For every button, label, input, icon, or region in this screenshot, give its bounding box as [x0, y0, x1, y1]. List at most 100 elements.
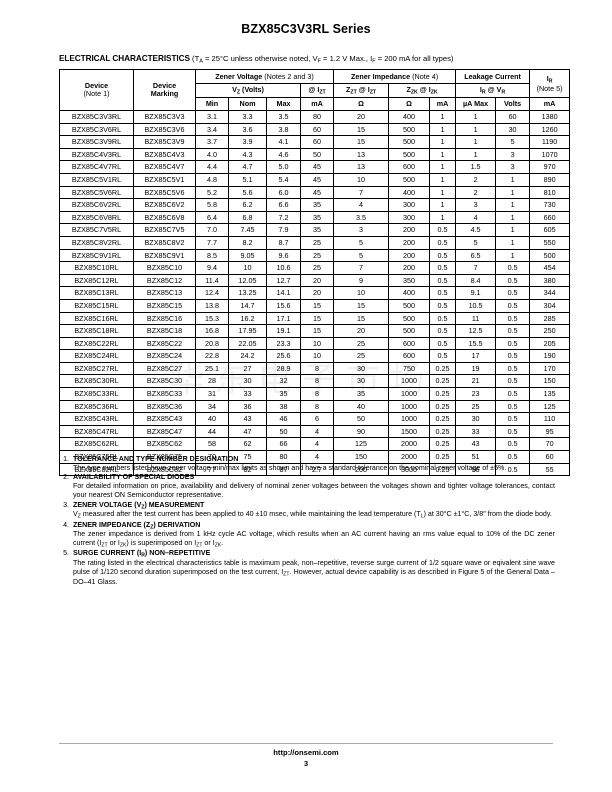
cell-device: BZX85C36RL	[59, 399, 134, 414]
cell-izk: 0.5	[429, 286, 457, 300]
cell-surge: 60	[529, 450, 571, 464]
table-row: BZX85C6V2RL BZX85C6V2 5.8 6.2 6.6 35 4 300 1 3 1 73…	[59, 198, 571, 212]
cell-ir: 4.5	[455, 223, 497, 237]
cell-vz-min: 5.2	[195, 185, 229, 200]
cell-vr: 1	[495, 248, 531, 263]
cell-izk: 0.25	[429, 387, 457, 401]
cell-vr: 0.5	[495, 311, 531, 326]
cell-vz-min: 25.1	[195, 361, 229, 376]
cell-vz-nom: 33	[228, 387, 267, 401]
cell-izk: 0.5	[429, 349, 457, 363]
cell-zzk: 3000	[388, 462, 431, 477]
cell-vr: 1	[495, 210, 531, 225]
cell-vr: 1	[495, 172, 531, 187]
table-row: BZX85C10RL BZX85C10 9.4 10 10.6 25 7 200 0.5 7 0.5…	[59, 261, 571, 275]
cell-device: BZX85C62RL	[59, 437, 134, 452]
cell-vr: 0.5	[495, 298, 531, 313]
cell-vz-max: 50	[266, 424, 301, 439]
cell-ir: 1	[455, 147, 497, 162]
cell-vr: 0.5	[495, 336, 531, 351]
cell-zzk: 600	[388, 349, 431, 363]
cell-izt: 8	[299, 399, 335, 414]
cell-ir: 12.5	[455, 324, 497, 338]
cell-izt: 25	[299, 235, 335, 250]
cell-surge: 95	[529, 424, 571, 439]
unit-vr-volts: Volts	[495, 97, 531, 111]
header-surge-current-note: (Note 5)	[536, 83, 563, 93]
header-zzk-at-izk: ZZK @ IZK	[388, 83, 457, 98]
cell-vz-nom: 13.25	[228, 286, 267, 300]
note-number: 2.	[63, 473, 69, 482]
note-heading: AVAILABILITY OF SPECIAL DIODES	[73, 473, 195, 482]
cell-zzt: 90	[333, 424, 390, 439]
cell-vz-nom: 17.95	[228, 324, 267, 338]
cell-marking: BZX85C36	[133, 399, 196, 414]
unit-max: Max	[266, 97, 301, 111]
cell-izk: 1	[429, 122, 457, 137]
cell-vr: 1	[495, 185, 531, 200]
cell-vr: 0.5	[495, 286, 531, 300]
cell-zzt: 20	[333, 324, 390, 338]
cell-izt: 10	[299, 349, 335, 363]
unit-surge-ma: mA	[529, 97, 571, 111]
cell-vz-nom: 43	[228, 412, 267, 426]
cell-vz-min: 9.4	[195, 261, 229, 275]
cell-marking: BZX85C62	[133, 437, 196, 452]
cell-vz-max: 8.7	[266, 235, 301, 250]
cell-izk: 0.5	[429, 235, 457, 250]
section-heading-label: ELECTRICAL CHARACTERISTICS	[59, 54, 190, 63]
cell-zzk: 500	[388, 122, 431, 137]
cell-zzk: 500	[388, 147, 431, 162]
cell-vr: 60	[495, 110, 531, 124]
cell-vr: 3	[495, 160, 531, 174]
note-body: VZ measured after the test current has b…	[73, 510, 552, 520]
cell-ir: 25	[455, 399, 497, 414]
cell-vz-min: 11.4	[195, 273, 229, 288]
cell-device: BZX85C3V3RL	[59, 110, 134, 124]
cell-izk: 1	[429, 172, 457, 187]
cell-zzk: 500	[388, 172, 431, 187]
note-body: For detailed information on price, avail…	[73, 482, 555, 500]
cell-ir: 23	[455, 387, 497, 401]
cell-izt: 20	[299, 286, 335, 300]
cell-vz-min: 22.8	[195, 349, 229, 363]
cell-ir: 2	[455, 185, 497, 200]
cell-marking: BZX85C27	[133, 361, 196, 376]
table-row: BZX85C15RL BZX85C15 13.8 14.7 15.6 15 15 500 0.5…	[59, 298, 571, 313]
cell-vr: 0.5	[495, 349, 531, 363]
cell-vr: 5	[495, 135, 531, 149]
cell-vz-max: 3.8	[266, 122, 301, 137]
cell-vr: 0.5	[495, 424, 531, 439]
cell-ir: 10.5	[455, 298, 497, 313]
cell-vz-max: 5.0	[266, 160, 301, 174]
cell-device: BZX85C12RL	[59, 273, 134, 288]
table-row: BZX85C24RL BZX85C24 22.8 24.2 25.6 10 25 600 0.5…	[59, 349, 571, 363]
cell-vz-max: 35	[266, 387, 301, 401]
cell-marking: BZX85C7V5	[133, 223, 196, 237]
cell-vz-max: 25.6	[266, 349, 301, 363]
cell-vz-min: 4.0	[195, 147, 229, 162]
cell-vz-min: 8.5	[195, 248, 229, 263]
note-item: 1. TOLERANCE AND TYPE NUMBER DESIGNATION T…	[59, 455, 555, 473]
cell-zzk: 1000	[388, 399, 431, 414]
cell-zzk: 350	[388, 273, 431, 288]
footer-url[interactable]: http://onsemi.com	[273, 748, 339, 757]
cell-device: BZX85C43RL	[59, 412, 134, 426]
cell-surge: 190	[529, 349, 571, 363]
cell-vz-nom: 5.6	[228, 185, 267, 200]
header-zener-impedance: Zener Impedance (Note 4)	[333, 69, 457, 84]
cell-zzk: 500	[388, 298, 431, 313]
cell-vz-max: 66	[266, 437, 301, 452]
cell-device: BZX85C33RL	[59, 387, 134, 401]
cell-zzt: 13	[333, 147, 390, 162]
cell-izk: 1	[429, 210, 457, 225]
header-row-units: Min Nom Max mA Ω Ω mA µA Max Volts mA	[60, 97, 571, 111]
footer-page-number: 3	[303, 759, 309, 768]
cell-izk: 0.5	[429, 261, 457, 275]
cell-ir: 56	[455, 462, 497, 477]
cell-izt: 50	[299, 147, 335, 162]
cell-vz-max: 32	[266, 374, 301, 389]
cell-vz-max: 14.1	[266, 286, 301, 300]
cell-izt: 10	[299, 336, 335, 351]
cell-marking: BZX85C5V6	[133, 185, 196, 200]
